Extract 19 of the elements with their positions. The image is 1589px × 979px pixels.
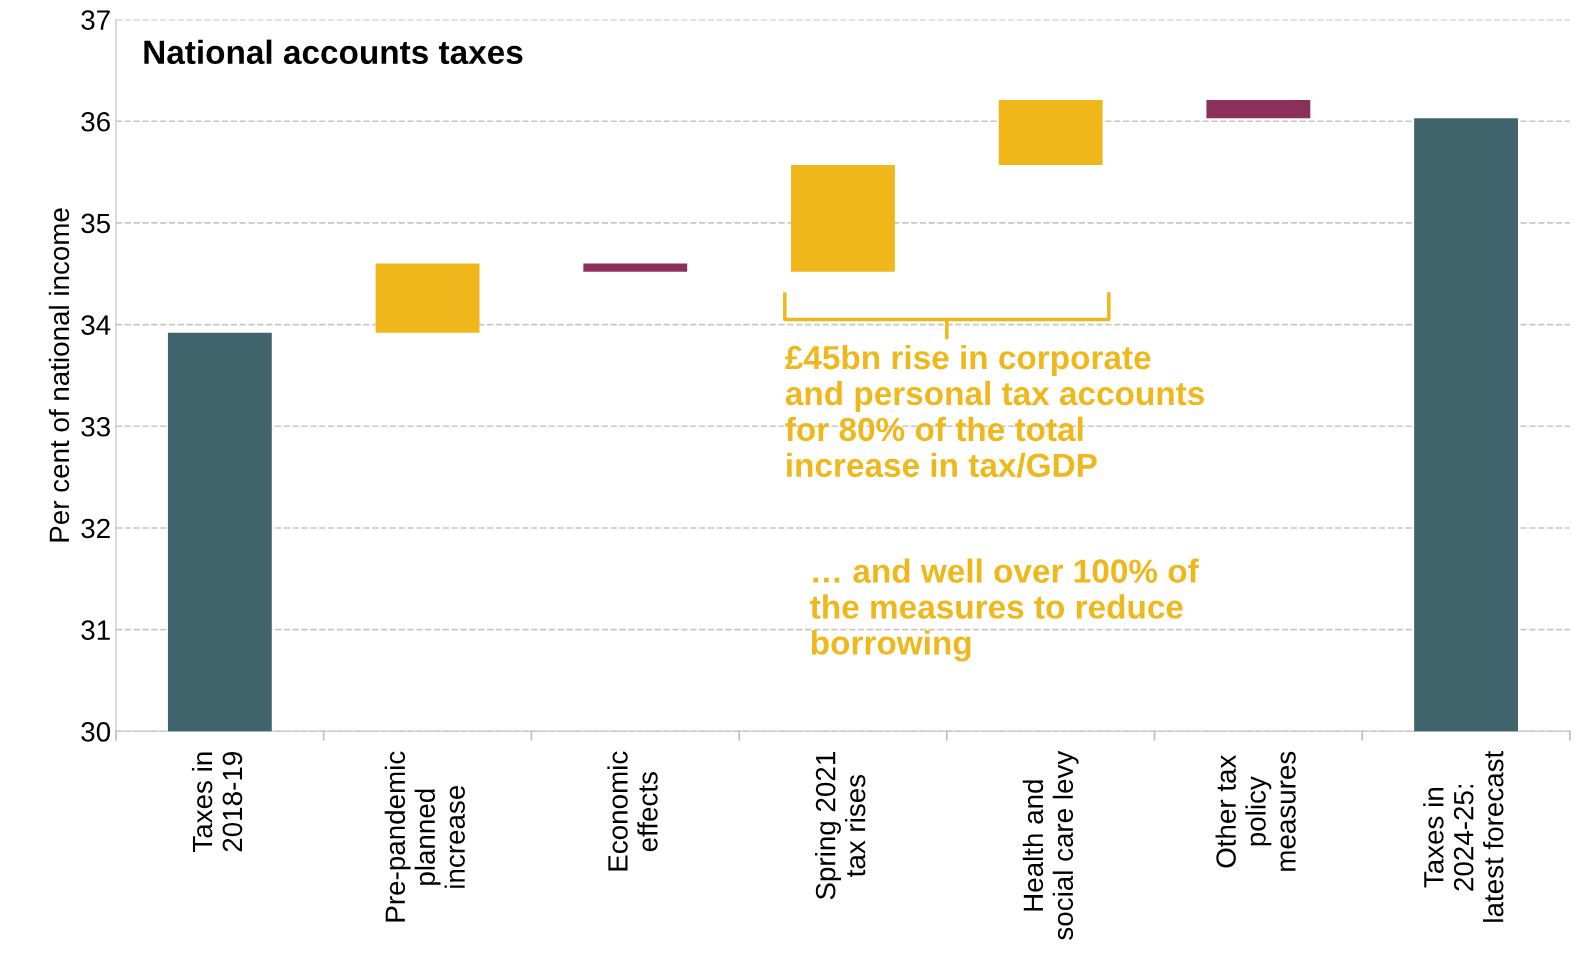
y-tick-label: 31 xyxy=(81,620,110,640)
y-tick-label: 33 xyxy=(81,416,110,437)
annotation: £45bn rise in corporate and personal tax accounts for 80% of the total increase in tax/GDP xyxy=(785,344,1204,478)
x-tick-label: Pre-pandemic planned increase xyxy=(384,751,465,922)
y-tick-label: 35 xyxy=(81,213,110,234)
y-tick-label: 34 xyxy=(81,315,111,335)
y-tick-label: 30 xyxy=(81,721,111,742)
x-tick-label: Other tax policy measures xyxy=(1215,751,1296,871)
x-tick-label: Taxes in 2024-25: latest forecast xyxy=(1423,750,1504,922)
chart-title: National accounts taxes xyxy=(144,39,523,65)
annotation: … and well over 100% of the measures to reduce borrowing xyxy=(810,558,1199,662)
y-tick-label: 32 xyxy=(81,518,110,539)
y-tick-label: 36 xyxy=(81,111,110,132)
x-tick-label: Economic effects xyxy=(607,751,658,871)
y-axis-title: Per cent of national income xyxy=(48,208,70,542)
y-tick-label: 37 xyxy=(81,10,110,30)
x-tick-label: Spring 2021 tax rises xyxy=(815,752,866,900)
x-tick-label: Health and social care levy xyxy=(1022,750,1079,940)
x-tick-label: Taxes in 2018-19 xyxy=(191,752,243,853)
